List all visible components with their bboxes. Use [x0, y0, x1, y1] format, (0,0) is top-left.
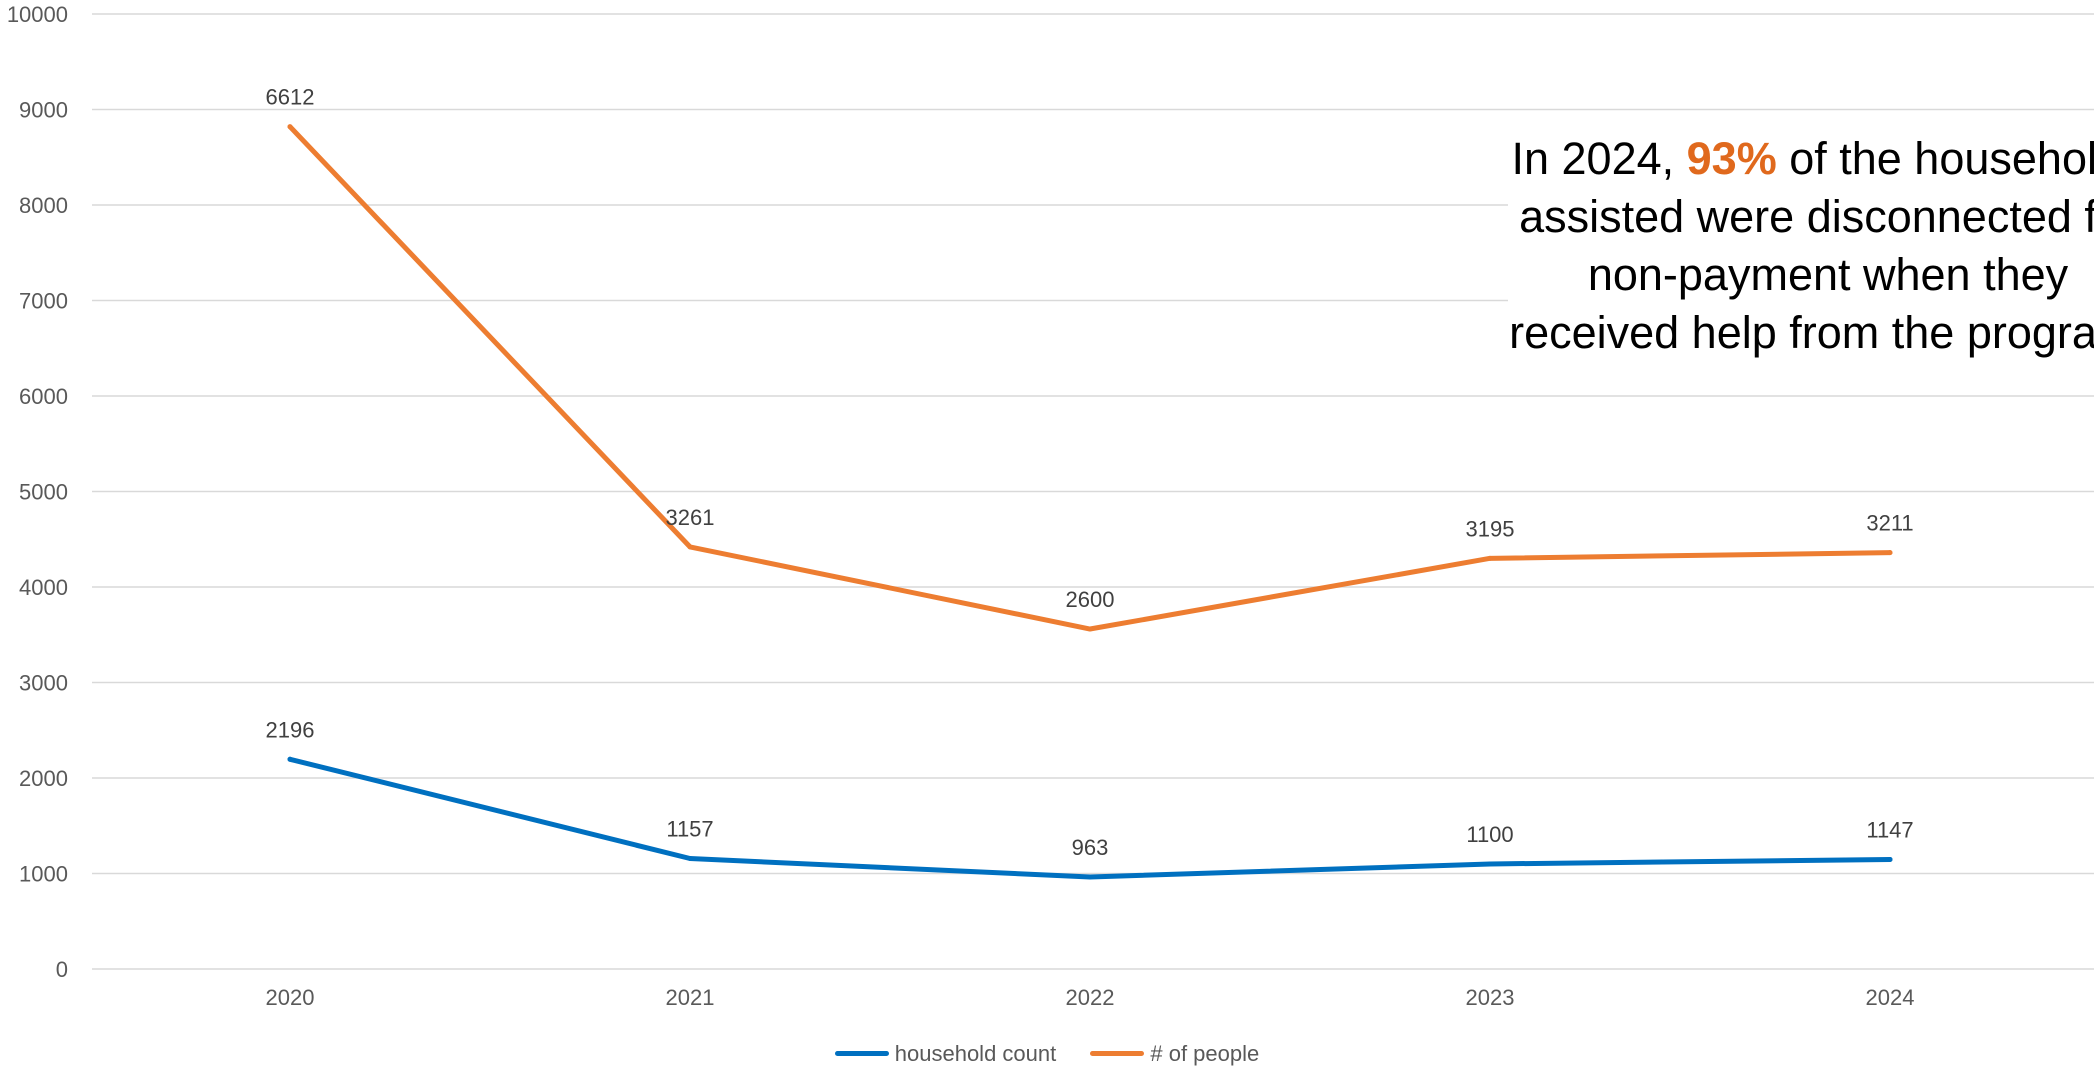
- data-point: [1087, 626, 1093, 632]
- y-tick-label: 8000: [19, 193, 68, 218]
- legend-item-people: # of people: [1090, 1041, 1259, 1067]
- data-labels: 2196 1157 963 1100 1147 6612 3261 2600 3195 3211: [266, 85, 1914, 860]
- y-tick-label: 7000: [19, 289, 68, 314]
- data-point: [687, 544, 693, 550]
- data-label: 6612: [266, 85, 315, 110]
- y-tick-label: 10000: [7, 2, 68, 27]
- data-point: [687, 856, 693, 862]
- data-label: 3195: [1466, 516, 1515, 541]
- data-point: [1487, 861, 1493, 867]
- series-lines: [287, 124, 1893, 880]
- data-label: 2600: [1066, 587, 1115, 612]
- legend: household count # of people: [0, 1036, 2094, 1067]
- data-point: [1887, 856, 1893, 862]
- x-tick-label: 2021: [666, 985, 715, 1010]
- y-tick-label: 9000: [19, 98, 68, 123]
- y-axis: 0 1000 2000 3000 4000 5000 6000 7000 8000 9000 100…: [7, 2, 68, 982]
- legend-swatch-household-count: [834, 1051, 889, 1056]
- y-tick-label: 1000: [19, 862, 68, 887]
- x-tick-label: 2024: [1866, 985, 1915, 1010]
- x-tick-label: 2023: [1466, 985, 1515, 1010]
- callout-prefix: In 2024,: [1511, 133, 1687, 184]
- legend-label-people: # of people: [1150, 1040, 1260, 1066]
- callout-highlight: 93%: [1686, 133, 1777, 184]
- data-point: [287, 756, 293, 762]
- y-tick-label: 5000: [19, 480, 68, 505]
- data-label: 3211: [1866, 511, 1913, 536]
- data-label: 963: [1072, 835, 1109, 860]
- x-tick-label: 2020: [266, 985, 315, 1010]
- y-tick-label: 6000: [19, 384, 68, 409]
- y-tick-label: 4000: [19, 575, 68, 600]
- legend-label-household-count: household count: [894, 1040, 1057, 1066]
- data-point: [1487, 555, 1493, 561]
- x-axis: 2020 2021 2022 2023 2024: [266, 985, 1915, 1010]
- y-tick-label: 0: [56, 957, 68, 982]
- data-label: 1157: [666, 817, 713, 842]
- data-point: [287, 124, 293, 130]
- data-point: [1887, 550, 1893, 556]
- gridlines: [92, 13, 2094, 970]
- data-label: 3261: [666, 505, 715, 530]
- callout-text: In 2024, 93% of the households assisted …: [1508, 128, 2094, 362]
- y-tick-label: 2000: [19, 766, 68, 791]
- data-label: 2196: [266, 717, 315, 742]
- x-tick-label: 2022: [1066, 985, 1115, 1010]
- data-label: 1147: [1866, 817, 1913, 842]
- data-point: [1087, 874, 1093, 880]
- y-tick-label: 3000: [19, 671, 68, 696]
- legend-swatch-people: [1090, 1051, 1145, 1056]
- callout-suffix: of the households assisted were disconne…: [1509, 133, 2094, 358]
- legend-item-household-count: household count: [834, 1040, 1057, 1067]
- data-label: 1100: [1466, 822, 1513, 847]
